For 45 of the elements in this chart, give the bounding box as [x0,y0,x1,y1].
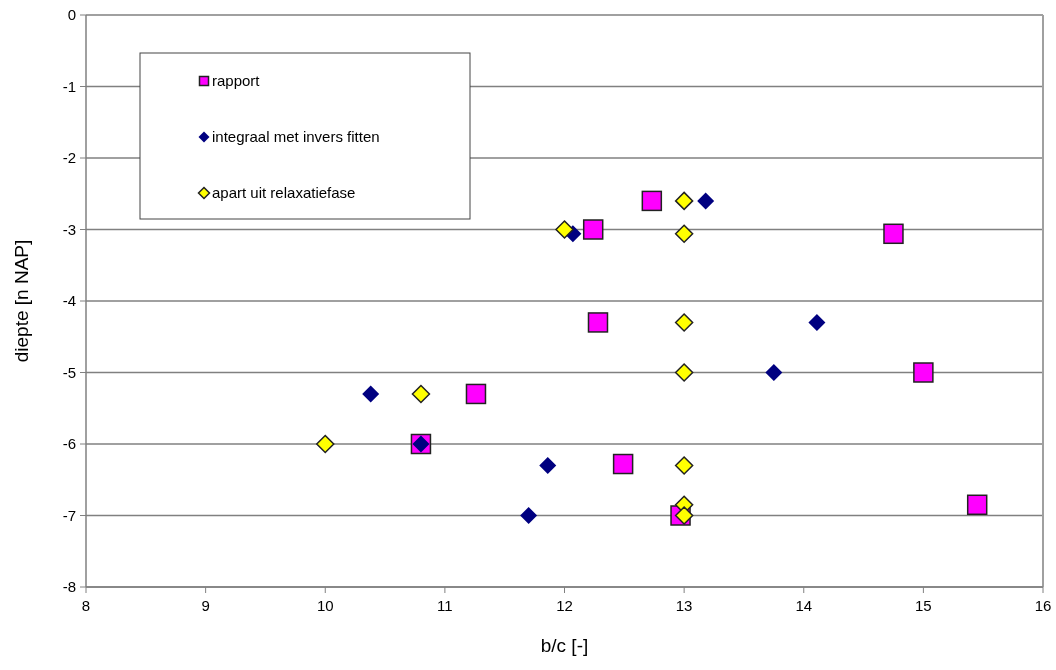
y-tick-label: -3 [62,220,76,238]
x-tick-label: 11 [437,597,453,614]
point [674,224,694,244]
y-tick-label: -5 [62,363,76,381]
point [674,363,694,382]
x-tick-label: 15 [915,597,932,614]
x-tick-label: 9 [201,597,210,614]
y-tick-label: -1 [62,77,76,95]
y-tick-label: -4 [62,292,76,310]
point [555,220,574,239]
point [362,385,380,403]
point [808,313,826,331]
point [587,312,609,333]
legend-label: integraal met invers fitten [212,128,380,146]
point [674,191,694,211]
point [612,453,634,475]
x-tick-label: 10 [316,597,334,614]
point [520,507,538,524]
point [582,219,604,240]
point [641,190,663,212]
x-tick-label: 12 [556,597,573,614]
x-tick-label: 13 [675,597,693,614]
legend-label: rapport [212,72,261,90]
point [539,456,557,474]
y-tick-label: -2 [62,149,76,167]
y-tick-label: -6 [62,435,76,453]
x-tick-label: 16 [1034,597,1052,614]
x-axis-title: b/c [-] [540,635,589,656]
y-axis-title: diepte [n NAP] [11,239,32,363]
x-tick-label: 8 [81,597,91,614]
point [883,223,904,245]
point [697,192,715,210]
point [674,456,694,475]
y-tick-label: -7 [62,506,76,524]
point [674,313,694,332]
point [765,364,783,381]
point [966,494,988,516]
y-tick-label: 0 [67,6,76,24]
y-tick-label: -8 [62,578,76,596]
point [913,362,934,383]
point [411,384,431,404]
point [316,434,335,454]
x-tick-label: 14 [795,597,813,614]
legend-label: apart uit relaxatiefase [212,184,356,202]
point [465,383,487,405]
